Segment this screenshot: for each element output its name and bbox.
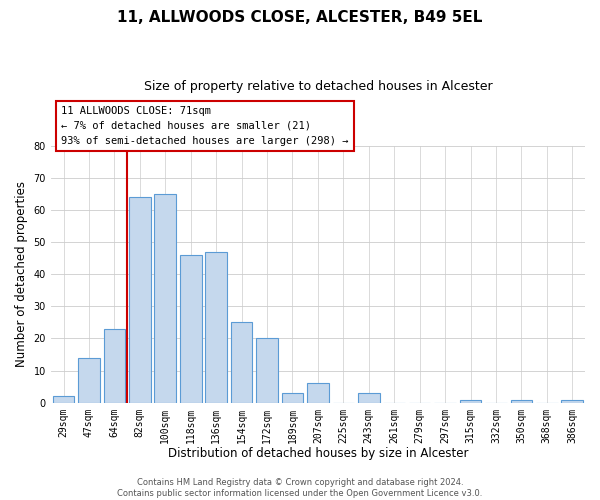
Bar [460, 400, 481, 402]
Bar [307, 384, 329, 402]
Bar [358, 393, 380, 402]
Title: Size of property relative to detached houses in Alcester: Size of property relative to detached ho… [143, 80, 492, 93]
Bar [78, 358, 100, 403]
Text: Contains HM Land Registry data © Crown copyright and database right 2024.
Contai: Contains HM Land Registry data © Crown c… [118, 478, 482, 498]
Bar [562, 400, 583, 402]
Bar [256, 338, 278, 402]
Text: 11 ALLWOODS CLOSE: 71sqm
← 7% of detached houses are smaller (21)
93% of semi-de: 11 ALLWOODS CLOSE: 71sqm ← 7% of detache… [61, 106, 349, 146]
Bar [281, 393, 303, 402]
Bar [129, 197, 151, 402]
Text: 11, ALLWOODS CLOSE, ALCESTER, B49 5EL: 11, ALLWOODS CLOSE, ALCESTER, B49 5EL [118, 10, 482, 25]
Bar [205, 252, 227, 402]
Bar [104, 329, 125, 402]
Y-axis label: Number of detached properties: Number of detached properties [15, 181, 28, 367]
Bar [180, 255, 202, 402]
X-axis label: Distribution of detached houses by size in Alcester: Distribution of detached houses by size … [167, 447, 468, 460]
Bar [53, 396, 74, 402]
Bar [511, 400, 532, 402]
Bar [231, 322, 253, 402]
Bar [154, 194, 176, 402]
